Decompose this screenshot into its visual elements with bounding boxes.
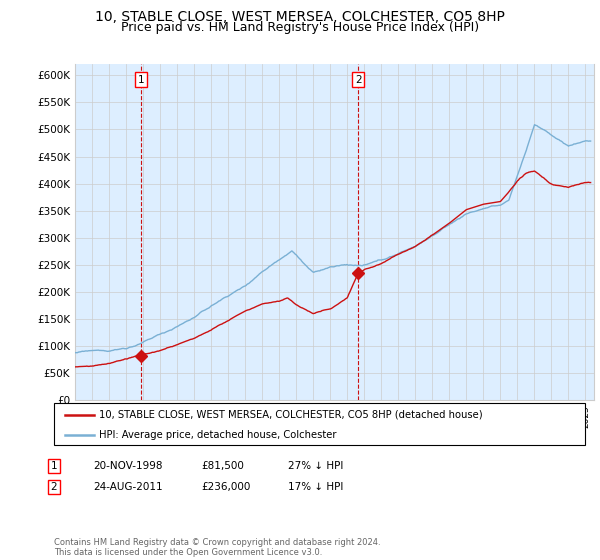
Text: 1: 1	[50, 461, 58, 471]
Text: 2: 2	[355, 74, 362, 85]
Text: 10, STABLE CLOSE, WEST MERSEA, COLCHESTER, CO5 8HP: 10, STABLE CLOSE, WEST MERSEA, COLCHESTE…	[95, 10, 505, 24]
Text: 20-NOV-1998: 20-NOV-1998	[93, 461, 163, 471]
Text: Contains HM Land Registry data © Crown copyright and database right 2024.
This d: Contains HM Land Registry data © Crown c…	[54, 538, 380, 557]
Text: £236,000: £236,000	[201, 482, 250, 492]
Text: 24-AUG-2011: 24-AUG-2011	[93, 482, 163, 492]
Text: 27% ↓ HPI: 27% ↓ HPI	[288, 461, 343, 471]
Text: £81,500: £81,500	[201, 461, 244, 471]
Text: HPI: Average price, detached house, Colchester: HPI: Average price, detached house, Colc…	[99, 430, 337, 440]
Text: 10, STABLE CLOSE, WEST MERSEA, COLCHESTER, CO5 8HP (detached house): 10, STABLE CLOSE, WEST MERSEA, COLCHESTE…	[99, 410, 483, 420]
Text: 2: 2	[50, 482, 58, 492]
Text: Price paid vs. HM Land Registry's House Price Index (HPI): Price paid vs. HM Land Registry's House …	[121, 21, 479, 34]
Text: 17% ↓ HPI: 17% ↓ HPI	[288, 482, 343, 492]
Text: 1: 1	[138, 74, 145, 85]
